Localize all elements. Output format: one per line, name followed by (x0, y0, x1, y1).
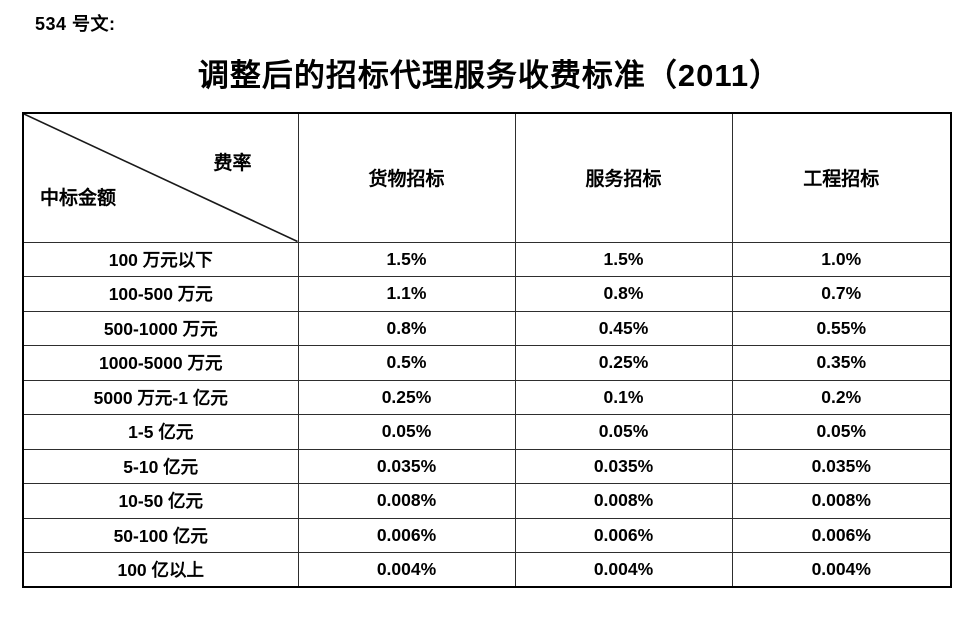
rate-cell: 1.1% (297, 276, 516, 312)
rate-cell: 0.2% (731, 379, 952, 415)
rate-cell: 0.006% (297, 517, 516, 553)
table-row: 5000 万元-1 亿元 0.25% 0.1% 0.2% (22, 379, 952, 415)
rate-cell: 0.006% (731, 517, 952, 553)
rate-cell: 0.05% (731, 414, 952, 450)
table-row: 500-1000 万元 0.8% 0.45% 0.55% (22, 310, 952, 346)
rate-cell: 0.1% (514, 379, 733, 415)
page-title: 调整后的招标代理服务收费标准（2011） (197, 58, 782, 93)
rate-cell: 0.5% (297, 345, 516, 381)
rate-cell: 0.7% (731, 276, 952, 312)
table-row: 5-10 亿元 0.035% 0.035% 0.035% (22, 448, 952, 484)
rate-cell: 0.035% (514, 448, 733, 484)
rate-cell: 1.5% (297, 241, 516, 277)
table-row: 1-5 亿元 0.05% 0.05% 0.05% (22, 414, 952, 450)
row-label: 10-50 亿元 (22, 483, 299, 519)
rate-cell: 1.0% (731, 241, 952, 277)
rate-cell: 0.004% (514, 552, 733, 588)
rate-cell: 0.006% (514, 517, 733, 553)
rate-cell: 0.05% (514, 414, 733, 450)
row-label: 100 万元以下 (22, 241, 299, 277)
rate-cell: 0.25% (297, 379, 516, 415)
rate-cell: 0.008% (731, 483, 952, 519)
corner-label-rate: 费率 (213, 153, 252, 174)
rate-cell: 0.008% (514, 483, 733, 519)
table-row: 100 亿以上 0.004% 0.004% 0.004% (22, 552, 952, 588)
row-label: 1000-5000 万元 (22, 345, 299, 381)
column-header-services: 服务招标 (514, 112, 733, 243)
fee-rate-table: 费率 中标金额 货物招标 服务招标 工程招标 100 万元以下 1.5% 1.5% 1… (22, 112, 952, 588)
rate-cell: 0.8% (297, 310, 516, 346)
row-label: 1-5 亿元 (22, 414, 299, 450)
rate-cell: 0.05% (297, 414, 516, 450)
rate-cell: 0.004% (297, 552, 516, 588)
table-row: 50-100 亿元 0.006% 0.006% 0.006% (22, 517, 952, 553)
rate-cell: 0.004% (731, 552, 952, 588)
header-row: 费率 中标金额 货物招标 服务招标 工程招标 (22, 112, 952, 243)
rate-cell: 0.8% (514, 276, 733, 312)
column-header-engineering: 工程招标 (731, 112, 952, 243)
doc-number-label: 534 号文: (35, 14, 116, 34)
table-row: 1000-5000 万元 0.5% 0.25% 0.35% (22, 345, 952, 381)
row-label: 50-100 亿元 (22, 517, 299, 553)
column-header-goods: 货物招标 (297, 112, 516, 243)
table-row: 10-50 亿元 0.008% 0.008% 0.008% (22, 483, 952, 519)
corner-label-bid-amount: 中标金额 (40, 188, 117, 209)
table-row: 100-500 万元 1.1% 0.8% 0.7% (22, 276, 952, 312)
rate-cell: 0.008% (297, 483, 516, 519)
row-label: 100 亿以上 (22, 552, 299, 588)
row-label: 100-500 万元 (22, 276, 299, 312)
rate-cell: 0.45% (514, 310, 733, 346)
rate-cell: 0.55% (731, 310, 952, 346)
rate-cell: 0.25% (514, 345, 733, 381)
rate-cell: 0.35% (731, 345, 952, 381)
table-row: 100 万元以下 1.5% 1.5% 1.0% (22, 241, 952, 277)
rate-cell: 1.5% (514, 241, 733, 277)
diagonal-divider-line (24, 114, 298, 242)
table-body: 100 万元以下 1.5% 1.5% 1.0% 100-500 万元 1.1% 0.8% 0.… (22, 241, 952, 588)
row-label: 5-10 亿元 (22, 448, 299, 484)
corner-cell: 费率 中标金额 (22, 112, 299, 243)
rate-cell: 0.035% (731, 448, 952, 484)
row-label: 5000 万元-1 亿元 (22, 379, 299, 415)
rate-cell: 0.035% (297, 448, 516, 484)
row-label: 500-1000 万元 (22, 310, 299, 346)
